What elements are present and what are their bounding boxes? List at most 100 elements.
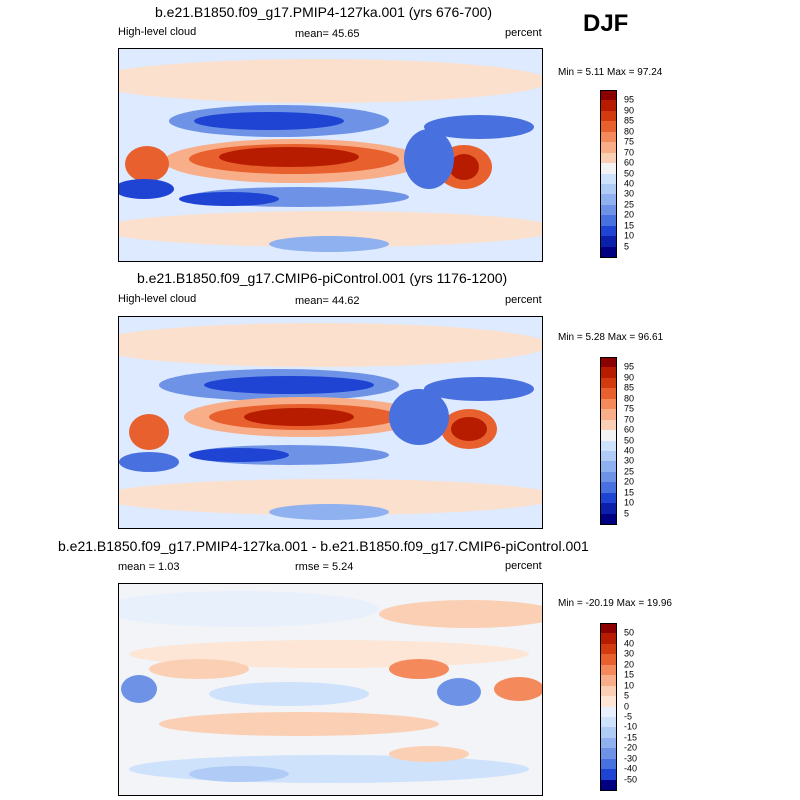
colorbar-3-tick-label: -50 (624, 774, 638, 785)
panel-1-mean-label: mean= 45.65 (295, 28, 360, 40)
colorbar-2-swatch (600, 367, 617, 379)
panel-1-title: b.e21.B1850.f09_g17.PMIP4-127ka.001 (yrs… (155, 4, 493, 20)
colorbar-2-tick-label: 90 (624, 372, 635, 383)
colorbar-1-swatch (600, 215, 617, 227)
colorbar-3-tick-label: 30 (624, 648, 635, 659)
colorbar-3-swatch (600, 737, 617, 749)
colorbar-2-swatch (600, 398, 617, 410)
colorbar-3-swatch (600, 716, 617, 728)
colorbar-2-swatch (600, 450, 617, 462)
colorbar-3-swatch (600, 727, 617, 739)
colorbar-1-swatch (600, 225, 617, 237)
panel-3-rmse-label: rmse = 5.24 (295, 561, 354, 573)
colorbar-2-tick-label: 20 (624, 476, 635, 487)
panel-3-title: b.e21.B1850.f09_g17.PMIP4-127ka.001 - b.… (58, 538, 589, 554)
colorbar-2-swatch (600, 409, 617, 421)
colorbar-1-swatch (600, 90, 617, 101)
colorbar-1-tick-label: 70 (624, 147, 635, 158)
colorbar-1-swatch (600, 121, 617, 133)
colorbar-1-tick-label: 90 (624, 105, 635, 116)
colorbar-3-tick-label: 5 (624, 690, 630, 701)
colorbar-2-swatch (600, 388, 617, 400)
colorbar-3-swatch (600, 706, 617, 718)
colorbar-3-swatch (600, 664, 617, 676)
colorbar-3-swatch (600, 769, 617, 781)
colorbar-1-swatch (600, 173, 617, 185)
panel-2-map (118, 316, 543, 529)
colorbar-2-swatch (600, 513, 617, 525)
colorbar-1-swatch (600, 142, 617, 154)
colorbar-2-tick-label: 80 (624, 393, 635, 404)
panel-3-minmax: Min = -20.19 Max = 19.96 (558, 598, 672, 609)
colorbar-2-tick-label: 70 (624, 414, 635, 425)
colorbar-3-tick-label: 40 (624, 638, 635, 649)
panel-3-colorbar: 50 40 30 20 15 10 5 0 -5 -10 -15 -20 -30 -40 -50 (600, 623, 660, 791)
colorbar-2-tick-label: 25 (624, 466, 635, 477)
panel-2-minmax: Min = 5.28 Max = 96.61 (558, 332, 664, 343)
colorbar-3-tick-label: -10 (624, 721, 638, 732)
colorbar-2-tick-label: 60 (624, 424, 635, 435)
panel-2-colorbar: 95 90 85 80 75 70 60 50 40 30 25 20 15 10 5 (600, 357, 660, 525)
colorbar-3-tick-label: -30 (624, 753, 638, 764)
panel-3-mean-label: mean = 1.03 (118, 561, 180, 573)
colorbar-2-swatch (600, 440, 617, 452)
colorbar-3-swatch (600, 758, 617, 770)
colorbar-1-swatch (600, 152, 617, 164)
colorbar-2-swatch (600, 461, 617, 473)
colorbar-2-tick-label: 85 (624, 382, 635, 393)
colorbar-1-tick-label: 5 (624, 241, 630, 252)
colorbar-3-swatch (600, 779, 617, 791)
colorbar-1-swatch (600, 183, 617, 195)
colorbar-2-swatch (600, 482, 617, 494)
colorbar-2-tick-label: 50 (624, 435, 635, 445)
colorbar-3-swatch (600, 643, 617, 655)
colorbar-2-swatch (600, 357, 617, 368)
colorbar-1-tick-label: 60 (624, 157, 635, 168)
colorbar-1-swatch (600, 204, 617, 216)
colorbar-1-swatch (600, 246, 617, 258)
panel-1-minmax: Min = 5.11 Max = 97.24 (558, 67, 663, 78)
panel-2-units-label: percent (505, 294, 542, 306)
colorbar-1-tick-label: 85 (624, 115, 635, 126)
colorbar-1-tick-label: 25 (624, 199, 635, 210)
colorbar-2-swatch (600, 430, 617, 441)
colorbar-3-swatch (600, 685, 617, 697)
panel-3-map (118, 583, 543, 796)
colorbar-3-swatch (600, 623, 617, 634)
colorbar-3-tick-label: 50 (624, 627, 635, 638)
colorbar-3-tick-label: 0 (624, 701, 630, 711)
colorbar-3-tick-label: 15 (624, 669, 635, 680)
panel-1-units-label: percent (505, 27, 542, 39)
colorbar-2-tick-label: 40 (624, 445, 635, 456)
colorbar-1-tick-label: 10 (624, 230, 635, 241)
colorbar-3-tick-label: -15 (624, 732, 638, 743)
colorbar-3-swatch (600, 675, 617, 687)
panel-3-units-label: percent (505, 560, 542, 572)
colorbar-2-tick-label: 95 (624, 361, 635, 372)
colorbar-1-tick-label: 75 (624, 136, 635, 147)
colorbar-2-swatch (600, 419, 617, 431)
colorbar-1-tick-label: 40 (624, 178, 635, 189)
colorbar-3-swatch (600, 633, 617, 645)
colorbar-2-tick-label: 10 (624, 497, 635, 508)
colorbar-1-swatch (600, 100, 617, 112)
panel-1-colorbar: 95 90 85 80 75 70 60 50 40 30 25 20 15 10 5 (600, 90, 660, 258)
colorbar-1-swatch (600, 194, 617, 206)
colorbar-1-tick-label: 80 (624, 126, 635, 137)
panel-1-map (118, 48, 543, 262)
colorbar-2-tick-label: 15 (624, 487, 635, 498)
panel-2-mean-label: mean= 44.62 (295, 295, 360, 307)
colorbar-2-swatch (600, 471, 617, 483)
colorbar-1-tick-label: 15 (624, 220, 635, 231)
colorbar-3-tick-label: -40 (624, 763, 638, 774)
panel-1-variable-label: High-level cloud (118, 26, 197, 38)
colorbar-2-swatch (600, 503, 617, 515)
colorbar-1-swatch (600, 236, 617, 248)
colorbar-3-tick-label: -5 (624, 711, 633, 722)
colorbar-2-tick-label: 75 (624, 403, 635, 414)
colorbar-3-swatch (600, 696, 617, 707)
colorbar-1-swatch (600, 163, 617, 174)
colorbar-3-swatch (600, 654, 617, 666)
colorbar-1-tick-label: 30 (624, 188, 635, 199)
panel-2-variable-label: High-level cloud (118, 293, 197, 305)
